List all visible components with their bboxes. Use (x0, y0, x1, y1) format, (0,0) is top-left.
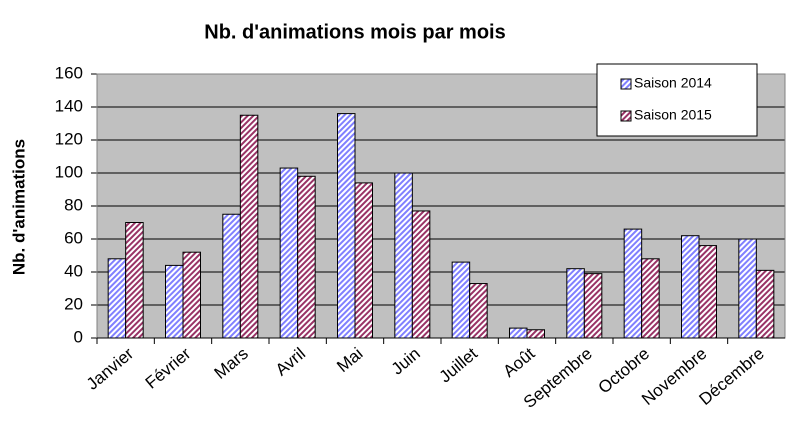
x-tick-label: Août (499, 344, 538, 381)
legend-label: Saison 2015 (634, 107, 712, 123)
bar (107, 258, 127, 339)
bar (239, 114, 259, 339)
x-tick-label: Juillet (436, 344, 482, 387)
legend-label: Saison 2014 (634, 75, 712, 91)
y-tick-label: 100 (55, 162, 83, 181)
bar (755, 269, 775, 339)
bar (182, 251, 201, 339)
bar (623, 228, 643, 339)
y-tick-label: 40 (64, 261, 83, 280)
bar (469, 283, 488, 339)
bar (222, 213, 241, 339)
x-tick-label: Mars (211, 344, 252, 383)
bar (698, 245, 717, 339)
bar (509, 327, 528, 339)
legend-swatch (620, 78, 632, 90)
y-tick-label: 160 (55, 63, 83, 82)
bar (337, 113, 356, 339)
legend-swatch (620, 110, 632, 122)
y-tick-label: 120 (55, 129, 83, 148)
x-tick-label: Juin (388, 344, 424, 379)
bar (279, 167, 299, 339)
y-tick-label: 140 (55, 96, 83, 115)
bar (394, 172, 413, 339)
y-axis-label: Nb. d'animations (9, 139, 28, 275)
bar (297, 175, 316, 339)
legend-box (596, 63, 758, 137)
x-tick-label: Mai (333, 344, 366, 376)
bar (526, 329, 545, 339)
bar (354, 182, 373, 339)
chart-title: Nb. d'animations mois par mois (204, 21, 505, 43)
bar (738, 238, 757, 339)
y-tick-label: 60 (64, 228, 83, 247)
bar (681, 235, 700, 339)
bar (411, 210, 431, 339)
y-tick-label: 80 (64, 195, 83, 214)
bar (165, 264, 184, 339)
x-tick-label: Février (142, 344, 195, 393)
x-tick-label: Avril (272, 344, 309, 380)
x-tick-label: Janvier (83, 344, 137, 394)
bar (583, 273, 603, 339)
y-tick-label: 20 (64, 294, 83, 313)
y-tick-label: 0 (74, 327, 83, 346)
bar (451, 261, 471, 339)
bar (641, 258, 660, 339)
bar (566, 268, 585, 339)
bar (125, 222, 144, 339)
